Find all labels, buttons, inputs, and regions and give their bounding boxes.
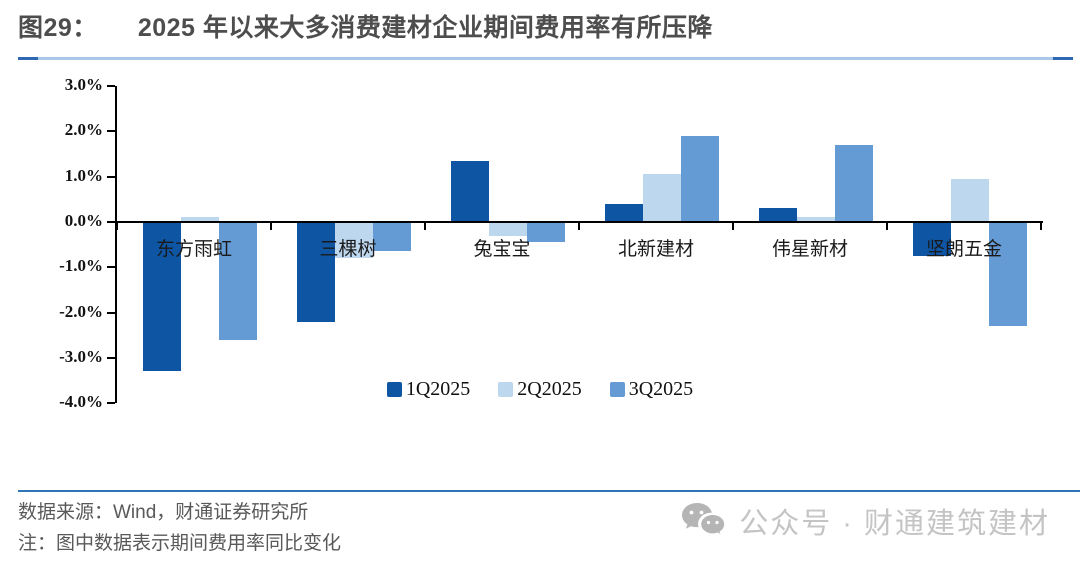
y-axis-tick [107, 311, 115, 314]
legend-swatch-icon [386, 382, 402, 397]
watermark-text: 公众号 · 财通建筑建材 [739, 508, 1050, 540]
bar [219, 222, 257, 340]
bar [297, 222, 335, 322]
y-axis-tick [107, 175, 115, 178]
category-label: 北新建材 [617, 239, 694, 260]
page-title: 2025 年以来大多消费建材企业期间费用率有所压降 [137, 14, 713, 42]
legend-item: 2Q2025 [498, 378, 582, 401]
legend-item: 1Q2025 [386, 378, 471, 401]
watermark: 公众号 · 财通建筑建材 [679, 500, 1050, 542]
bar [759, 208, 797, 222]
y-axis-tick-label: 2.0% [64, 120, 103, 140]
bar [605, 203, 643, 222]
y-axis-tick-label: -4.0% [59, 392, 103, 412]
bar [143, 222, 181, 372]
bar [527, 222, 565, 243]
x-axis-tick [116, 222, 118, 230]
bar [835, 144, 873, 222]
y-axis-tick-label: 1.0% [64, 165, 103, 185]
bar [451, 160, 489, 222]
y-axis-tick-label: -1.0% [59, 256, 103, 276]
y-axis-tick [107, 266, 115, 269]
chart-header: 图29： 2025 年以来大多消费建材企业期间费用率有所压降 [18, 8, 1073, 44]
y-axis-tick [107, 221, 115, 223]
x-axis-tick [270, 222, 272, 230]
title-underline-right-cap [1053, 57, 1073, 60]
legend-swatch-icon [609, 382, 625, 397]
x-axis-tick [1040, 222, 1042, 230]
bar [643, 174, 681, 222]
y-axis-tick [107, 402, 115, 405]
legend-label: 2Q2025 [517, 378, 582, 400]
bar [913, 222, 951, 256]
note-line: 注：图中数据表示期间费用率同比变化 [18, 533, 342, 554]
category-label: 坚朗五金 [925, 239, 1002, 260]
legend-item: 3Q2025 [609, 378, 694, 401]
x-axis-tick [578, 222, 580, 230]
bar [797, 217, 835, 222]
legend-swatch-icon [498, 382, 514, 397]
x-axis-tick [886, 222, 888, 230]
y-axis-tick [107, 356, 115, 359]
category-label: 三棵树 [319, 239, 377, 260]
y-axis-line [115, 86, 117, 404]
bar-chart: 3.0% 2.0% 1.0% 0.0% -1.0% -2.0% -3.0% -4.0% 东方雨虹… [0, 66, 1080, 478]
bar [373, 222, 411, 252]
x-axis-tick [424, 222, 426, 230]
y-axis-tick-label: -3.0% [59, 346, 103, 366]
chart-legend: 1Q2025 2Q2025 3Q2025 [0, 378, 1080, 401]
x-axis-tick [732, 222, 734, 230]
legend-label: 3Q2025 [628, 378, 694, 400]
bar [181, 217, 219, 222]
bar [951, 178, 989, 222]
y-axis-tick [107, 130, 115, 133]
figure-number-label: 图29： [18, 14, 98, 42]
category-label: 东方雨虹 [155, 239, 232, 260]
y-axis-tick-label: 3.0% [64, 75, 103, 95]
bar [989, 222, 1027, 327]
bar [489, 222, 527, 236]
y-axis-tick-label: 0.0% [64, 211, 103, 230]
title-underline-left-cap [18, 57, 38, 60]
title-underline [18, 57, 1073, 60]
y-axis-tick-label: -2.0% [59, 301, 103, 321]
data-source-line: 数据来源：Wind，财通证券研究所 [18, 502, 309, 523]
y-axis-tick [107, 85, 115, 88]
wechat-icon [682, 503, 727, 538]
footer-text: 数据来源：Wind，财通证券研究所 注：图中数据表示期间费用率同比变化 [18, 497, 341, 559]
category-label: 伟星新材 [771, 239, 848, 260]
legend-label: 1Q2025 [405, 378, 471, 400]
bar [335, 222, 373, 259]
footer-divider [18, 490, 1080, 492]
title-underline-middle [38, 57, 1053, 60]
bar [681, 135, 719, 222]
category-label: 兔宝宝 [473, 239, 531, 260]
